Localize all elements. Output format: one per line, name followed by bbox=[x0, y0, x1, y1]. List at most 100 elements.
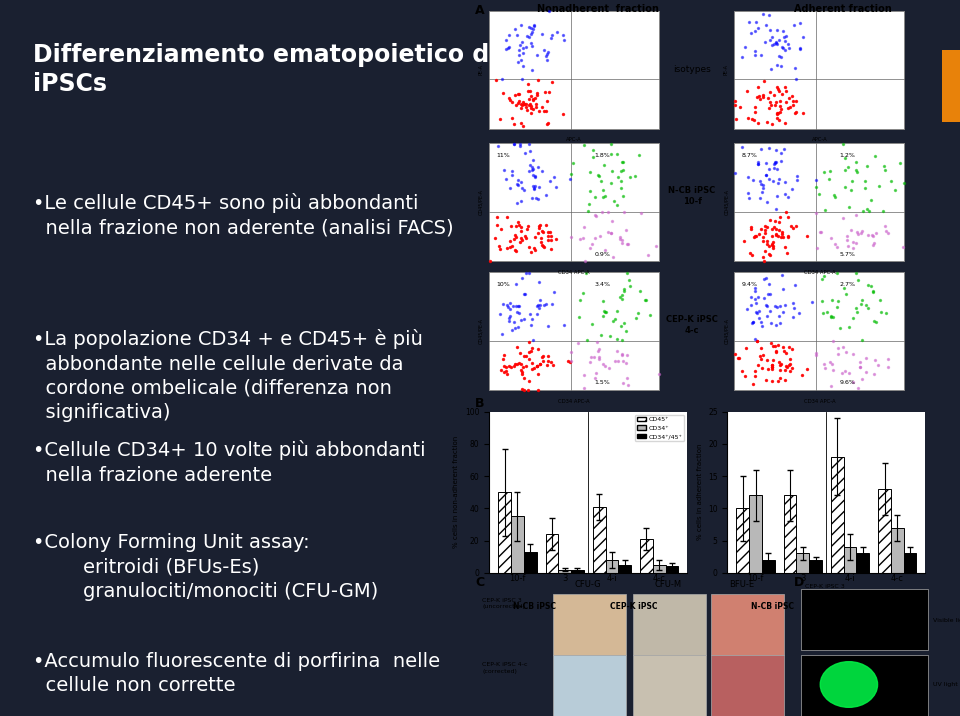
Point bbox=[780, 361, 795, 372]
Point bbox=[788, 96, 804, 107]
Point bbox=[765, 361, 780, 372]
Point bbox=[768, 229, 783, 241]
Point bbox=[494, 328, 510, 339]
Point bbox=[845, 377, 860, 388]
Point bbox=[512, 219, 527, 231]
Point bbox=[499, 299, 515, 311]
Point bbox=[610, 148, 625, 160]
Point bbox=[589, 337, 605, 348]
Bar bbox=[801, 655, 928, 716]
Point bbox=[514, 177, 529, 188]
Point bbox=[817, 205, 832, 216]
Point bbox=[757, 228, 773, 239]
Bar bbox=[783, 495, 797, 573]
Point bbox=[510, 197, 525, 208]
Point bbox=[517, 147, 533, 159]
Point bbox=[612, 165, 628, 177]
Text: •Cellule CD34+ 10 volte più abbondanti
  nella frazione aderente: •Cellule CD34+ 10 volte più abbondanti n… bbox=[33, 440, 425, 485]
Point bbox=[745, 317, 760, 329]
Point bbox=[600, 207, 615, 218]
Bar bbox=[653, 565, 665, 573]
Text: APC-A: APC-A bbox=[811, 137, 828, 142]
Point bbox=[785, 95, 801, 106]
Point bbox=[773, 300, 788, 311]
Point bbox=[514, 368, 529, 379]
Point bbox=[610, 200, 625, 211]
Point bbox=[531, 180, 546, 192]
Point bbox=[779, 207, 794, 218]
Point bbox=[757, 169, 773, 180]
Point bbox=[530, 299, 545, 311]
Point bbox=[539, 105, 554, 117]
Point bbox=[876, 205, 891, 217]
Point bbox=[792, 307, 807, 319]
Point bbox=[520, 85, 536, 97]
Point bbox=[546, 286, 562, 297]
Point bbox=[595, 185, 611, 196]
Text: 1.5%: 1.5% bbox=[594, 380, 611, 385]
Point bbox=[747, 286, 762, 297]
Point bbox=[773, 231, 788, 243]
Point bbox=[531, 222, 546, 233]
Point bbox=[508, 301, 523, 312]
Point bbox=[597, 306, 612, 318]
Point bbox=[598, 360, 613, 372]
Point bbox=[858, 366, 874, 377]
Point bbox=[755, 91, 770, 102]
Point bbox=[529, 308, 544, 319]
Point bbox=[779, 248, 794, 259]
Point bbox=[745, 113, 760, 125]
Point bbox=[514, 102, 529, 114]
Point bbox=[779, 96, 794, 107]
Point bbox=[523, 90, 539, 102]
Point bbox=[832, 322, 848, 334]
Point bbox=[544, 299, 560, 310]
Point bbox=[753, 354, 768, 365]
Point bbox=[749, 16, 764, 27]
Point bbox=[823, 310, 838, 321]
Point bbox=[757, 224, 773, 236]
Point bbox=[772, 372, 787, 384]
Point bbox=[608, 314, 623, 325]
Point bbox=[593, 175, 609, 187]
Point bbox=[880, 227, 896, 238]
Point bbox=[767, 100, 782, 111]
Point bbox=[595, 295, 611, 306]
Point bbox=[529, 360, 544, 372]
Point bbox=[540, 359, 555, 370]
Point bbox=[808, 347, 824, 359]
Bar bbox=[711, 594, 784, 655]
Point bbox=[495, 353, 511, 364]
Point bbox=[861, 205, 876, 217]
Text: 0.9%: 0.9% bbox=[594, 251, 611, 256]
Point bbox=[514, 183, 529, 194]
Point bbox=[756, 8, 771, 19]
Point bbox=[518, 102, 534, 113]
Point bbox=[522, 99, 538, 110]
Point bbox=[820, 306, 835, 317]
Text: CEP-K iPSC: CEP-K iPSC bbox=[611, 601, 658, 611]
Point bbox=[732, 102, 748, 113]
Point bbox=[785, 100, 801, 111]
Point bbox=[849, 227, 864, 238]
Point bbox=[632, 149, 647, 160]
Point bbox=[761, 248, 777, 260]
Point bbox=[774, 155, 789, 167]
Point bbox=[531, 193, 546, 205]
Point bbox=[761, 163, 777, 175]
Point bbox=[490, 211, 505, 223]
Point bbox=[761, 241, 777, 252]
Point bbox=[525, 24, 540, 35]
Point bbox=[850, 228, 865, 240]
Point bbox=[530, 361, 545, 372]
Text: •Colony Forming Unit assay:
        eritroidi (BFUs-Es)
        granulociti/mono: •Colony Forming Unit assay: eritroidi (B… bbox=[33, 533, 378, 601]
Point bbox=[765, 354, 780, 366]
Point bbox=[513, 140, 528, 152]
Point bbox=[749, 230, 764, 241]
Point bbox=[491, 140, 506, 151]
Text: 5.7%: 5.7% bbox=[840, 251, 855, 256]
Point bbox=[771, 173, 786, 185]
Point bbox=[775, 228, 790, 240]
Point bbox=[743, 221, 758, 232]
Point bbox=[524, 357, 540, 369]
